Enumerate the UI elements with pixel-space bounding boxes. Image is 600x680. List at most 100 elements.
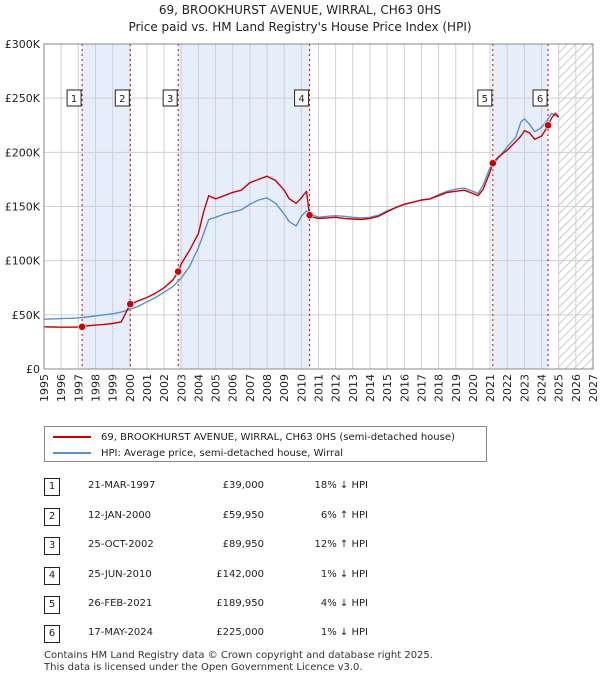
sale-marker-box bbox=[162, 89, 178, 107]
footer-license: This data is licensed under the Open Gov… bbox=[44, 662, 363, 673]
x-tick-label: 1997 bbox=[72, 374, 85, 402]
x-tick-label: 1995 bbox=[38, 374, 51, 402]
sale-marker-number: 4 bbox=[298, 94, 304, 105]
sale-date-lines bbox=[81, 44, 549, 369]
sale-price: £189,950 bbox=[216, 598, 264, 609]
sale-hpi-delta: 1% ↓ HPI bbox=[320, 569, 368, 580]
footer-attribution: Contains HM Land Registry data © Crown c… bbox=[44, 650, 433, 674]
sale-marker-label: 5 bbox=[477, 89, 493, 107]
sale-date: 25-OCT-2002 bbox=[88, 539, 154, 550]
x-tick-label: 2018 bbox=[433, 374, 446, 402]
x-tick-label: 2023 bbox=[518, 374, 531, 402]
y-tick-label: £150K bbox=[5, 201, 41, 214]
y-tick-label: £300K bbox=[5, 38, 41, 51]
sale-marker-number: 2 bbox=[119, 94, 125, 105]
sale-date: 12-JAN-2000 bbox=[88, 510, 152, 521]
chart-subtitle: Price paid vs. HM Land Registry's House … bbox=[128, 20, 471, 34]
x-tick-label: 2019 bbox=[450, 374, 463, 402]
legend-swatch-property bbox=[53, 436, 91, 438]
sale-marker-number: 3 bbox=[167, 94, 173, 105]
sale-number-badge: 1 bbox=[44, 478, 60, 496]
x-tick-label: 2016 bbox=[398, 374, 411, 402]
sale-price: £59,950 bbox=[222, 510, 264, 521]
x-tick-label: 2024 bbox=[536, 374, 549, 402]
sale-marker-label: 2 bbox=[114, 89, 130, 107]
sale-date: 21-MAR-1997 bbox=[88, 480, 156, 491]
sale-number-badge: 5 bbox=[44, 596, 60, 614]
sale-markers bbox=[78, 121, 552, 331]
legend-swatch-hpi bbox=[53, 452, 91, 454]
x-tick-label: 2008 bbox=[261, 374, 274, 402]
legend-label-property: 69, BROOKHURST AVENUE, WIRRAL, CH63 0HS … bbox=[101, 431, 455, 443]
sale-marker-label: 3 bbox=[162, 89, 178, 107]
x-tick-label: 2010 bbox=[295, 374, 308, 402]
x-tick-label: 2005 bbox=[210, 374, 223, 402]
sale-marker-dot bbox=[78, 322, 86, 331]
sale-marker-dot bbox=[488, 159, 497, 168]
x-tick-label: 2027 bbox=[587, 374, 600, 402]
chart-title: 69, BROOKHURST AVENUE, WIRRAL, CH63 0HS bbox=[159, 3, 441, 17]
sale-row: 4 25-JUN-2010 £142,000 1% ↓ HPI bbox=[44, 567, 484, 585]
y-tick-label: £0 bbox=[26, 363, 40, 376]
price-chart: 69, BROOKHURST AVENUE, WIRRAL, CH63 0HS … bbox=[5, 3, 600, 402]
sale-marker-box bbox=[66, 89, 82, 107]
x-tick-label: 2002 bbox=[158, 374, 171, 402]
legend-item-property: 69, BROOKHURST AVENUE, WIRRAL, CH63 0HS … bbox=[53, 429, 455, 445]
sale-price: £39,000 bbox=[222, 480, 264, 491]
x-tick-label: 2007 bbox=[244, 374, 257, 402]
sale-marker-box bbox=[114, 89, 130, 107]
sale-hpi-delta: 12% ↑ HPI bbox=[314, 539, 368, 550]
x-tick-label: 2013 bbox=[347, 374, 360, 402]
sale-marker-box bbox=[532, 89, 548, 107]
sale-marker-box bbox=[477, 89, 493, 107]
sale-marker-label: 1 bbox=[66, 89, 82, 107]
y-tick-label: £200K bbox=[5, 146, 41, 159]
sale-hpi-delta: 4% ↓ HPI bbox=[320, 598, 368, 609]
y-tick-label: £50K bbox=[12, 309, 41, 322]
sale-marker-dot bbox=[544, 121, 552, 130]
x-tick-label: 2025 bbox=[553, 374, 566, 402]
x-tick-label: 2003 bbox=[175, 374, 188, 402]
x-tick-label: 2017 bbox=[415, 374, 428, 402]
y-axis: £0 £50K £100K £150K £200K £250K £300K bbox=[5, 38, 41, 376]
x-tick-label: 2026 bbox=[570, 374, 583, 402]
x-tick-label: 1999 bbox=[107, 374, 120, 402]
sale-hpi-delta: 6% ↑ HPI bbox=[320, 510, 368, 521]
sale-marker-dot bbox=[305, 211, 314, 220]
legend-label-hpi: HPI: Average price, semi-detached house,… bbox=[101, 447, 344, 459]
legend: 69, BROOKHURST AVENUE, WIRRAL, CH63 0HS … bbox=[44, 426, 487, 462]
sale-marker-label: 6 bbox=[532, 89, 548, 107]
sale-date: 26-FEB-2021 bbox=[88, 598, 153, 609]
sale-marker-number: 6 bbox=[537, 94, 543, 105]
sale-price: £225,000 bbox=[216, 627, 264, 638]
y-tick-label: £250K bbox=[5, 92, 41, 105]
sale-hpi-delta: 1% ↓ HPI bbox=[320, 627, 368, 638]
sale-number-badge: 6 bbox=[44, 625, 60, 643]
footer-copyright: Contains HM Land Registry data © Crown c… bbox=[44, 650, 433, 661]
sale-row: 2 12-JAN-2000 £59,950 6% ↑ HPI bbox=[44, 508, 484, 526]
sale-number-badge: 4 bbox=[44, 567, 60, 585]
sale-row: 3 25-OCT-2002 £89,950 12% ↑ HPI bbox=[44, 537, 484, 555]
plot-frame bbox=[43, 43, 594, 370]
x-tick-label: 2006 bbox=[227, 374, 240, 402]
sale-marker-box bbox=[294, 89, 310, 107]
sale-price: £89,950 bbox=[222, 539, 264, 550]
x-tick-label: 1998 bbox=[89, 374, 102, 402]
x-tick-label: 1996 bbox=[55, 374, 68, 402]
sale-row: 1 21-MAR-1997 £39,000 18% ↓ HPI bbox=[44, 478, 484, 496]
x-axis: 1995 1996 1997 1998 1999 2000 2001 2002 2003 2004… bbox=[38, 374, 600, 402]
sale-marker-label: 4 bbox=[294, 89, 310, 107]
x-tick-label: 2021 bbox=[484, 374, 497, 402]
sale-marker-labels: 1 2 3 4 5 6 bbox=[66, 89, 548, 107]
sale-row: 5 26-FEB-2021 £189,950 4% ↓ HPI bbox=[44, 596, 484, 614]
sale-number-badge: 2 bbox=[44, 508, 60, 526]
x-tick-label: 2020 bbox=[467, 374, 480, 402]
sale-price: £142,000 bbox=[216, 569, 264, 580]
sale-date: 17-MAY-2024 bbox=[88, 627, 154, 638]
x-tick-label: 2009 bbox=[278, 374, 291, 402]
sale-marker-dot bbox=[174, 267, 183, 276]
x-tick-label: 2022 bbox=[501, 374, 514, 402]
x-tick-label: 2014 bbox=[364, 374, 377, 402]
x-tick-label: 2000 bbox=[124, 374, 137, 402]
sale-date: 25-JUN-2010 bbox=[88, 569, 152, 580]
